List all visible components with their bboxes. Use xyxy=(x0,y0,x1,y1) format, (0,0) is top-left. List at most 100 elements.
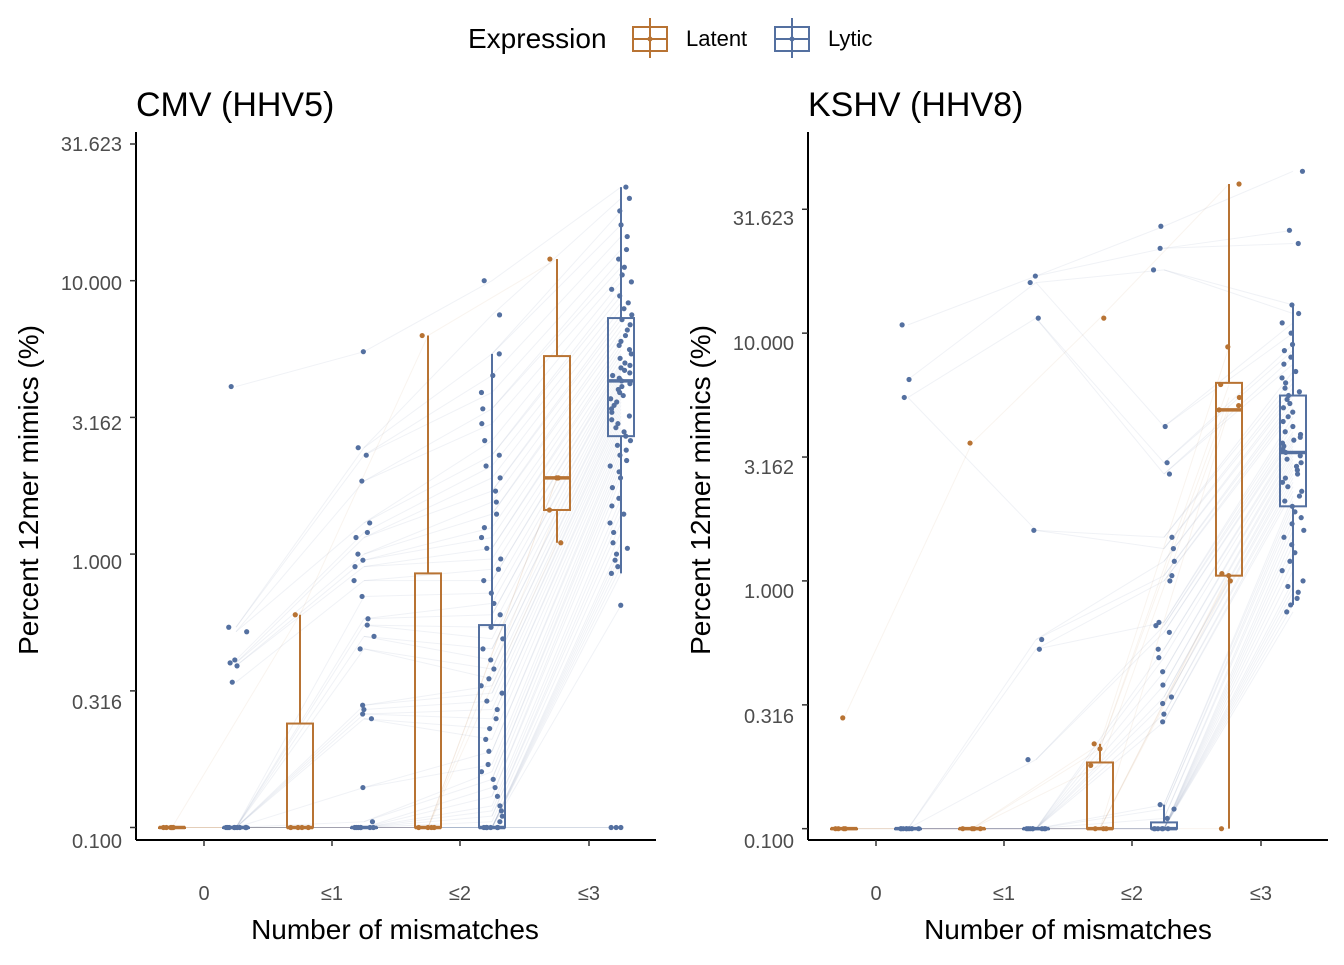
connector-line xyxy=(363,635,493,661)
connector-line xyxy=(363,624,493,628)
data-point xyxy=(495,566,502,572)
data-point xyxy=(842,826,848,832)
y-tick-label: 3.162 xyxy=(744,457,794,479)
connector-line xyxy=(363,815,493,828)
data-point xyxy=(483,736,489,742)
connector-line xyxy=(1163,434,1294,633)
data-point xyxy=(1279,320,1285,326)
connector-line xyxy=(363,568,493,582)
connector-line xyxy=(491,487,622,797)
data-point xyxy=(499,690,505,696)
data-point xyxy=(481,278,487,284)
connector-line xyxy=(235,709,365,828)
connector-line xyxy=(1035,648,1165,829)
data-point xyxy=(363,452,369,458)
connector-line xyxy=(1035,247,1165,277)
data-point xyxy=(1160,682,1166,688)
data-point xyxy=(367,520,373,526)
connector-line xyxy=(363,805,493,828)
connector-line xyxy=(235,713,365,828)
connector-line xyxy=(299,335,429,615)
data-point xyxy=(1156,619,1162,626)
connector-line xyxy=(171,614,301,828)
data-point xyxy=(1289,302,1295,308)
data-point xyxy=(355,824,361,831)
data-point xyxy=(232,657,238,663)
data-point xyxy=(1097,746,1103,752)
data-point xyxy=(169,824,175,831)
x-tick-label: ≤3 xyxy=(578,883,600,905)
data-point xyxy=(622,360,628,366)
connector-line xyxy=(1035,317,1165,475)
y-tick-label: 1.000 xyxy=(744,581,794,603)
data-point xyxy=(621,306,627,312)
data-point xyxy=(840,715,846,721)
connector-line xyxy=(491,362,622,570)
connector-line xyxy=(491,372,622,604)
y-tick-labels: 31.623 10.000 3.162 1.000 0.316 0.100 xyxy=(733,208,794,853)
data-point xyxy=(1297,453,1303,459)
data-point xyxy=(616,342,622,348)
data-point xyxy=(898,826,904,832)
data-point xyxy=(1289,521,1295,527)
data-point xyxy=(237,824,243,831)
data-point xyxy=(1157,802,1163,808)
data-point xyxy=(490,372,496,379)
data-point xyxy=(416,824,422,831)
y-tick-label: 10.000 xyxy=(61,273,122,295)
connector-line xyxy=(1035,703,1165,830)
data-point xyxy=(1032,273,1038,279)
data-point xyxy=(1281,348,1287,354)
connector-line xyxy=(363,718,493,730)
legend-key-latent-dot xyxy=(647,36,653,42)
data-point xyxy=(499,813,505,819)
connector-line xyxy=(491,380,622,628)
data-point xyxy=(1027,826,1033,832)
data-point xyxy=(484,824,490,831)
data-point xyxy=(1169,573,1175,579)
data-point xyxy=(1092,826,1098,832)
data-point xyxy=(546,507,553,513)
connector-line xyxy=(235,454,365,628)
legend-label-lytic: Lytic xyxy=(828,26,872,51)
connector-line xyxy=(363,795,493,828)
connector-line xyxy=(363,624,493,640)
box-body xyxy=(543,355,571,511)
connector-line xyxy=(491,513,622,817)
data-point xyxy=(1296,389,1302,395)
y-tick-label: 3.162 xyxy=(72,413,122,435)
y-tick-label: 0.316 xyxy=(744,706,794,728)
data-point xyxy=(1282,429,1288,435)
data-point xyxy=(419,332,425,339)
data-point xyxy=(1170,546,1176,552)
data-point xyxy=(1167,578,1173,584)
connector-line xyxy=(907,317,1037,398)
data-point xyxy=(496,312,503,318)
data-point xyxy=(355,551,361,557)
data-point xyxy=(1284,609,1290,615)
y-axis-title: Percent 12mer mimics (%) xyxy=(685,325,716,655)
data-point xyxy=(1218,826,1225,832)
data-point xyxy=(609,417,615,423)
data-point xyxy=(491,666,497,672)
connector-line xyxy=(1035,808,1165,830)
data-point xyxy=(490,776,496,782)
x-tick-label: ≤2 xyxy=(449,883,471,905)
data-point xyxy=(960,826,966,832)
data-point xyxy=(497,612,503,618)
connector-line xyxy=(1035,657,1165,829)
data-point xyxy=(1287,400,1293,407)
connector-line xyxy=(363,778,493,823)
data-point xyxy=(1151,826,1157,832)
data-point xyxy=(1283,380,1289,386)
connector-line xyxy=(1035,225,1165,277)
data-point xyxy=(1294,595,1300,601)
connector-line xyxy=(235,522,365,633)
data-point xyxy=(1160,669,1166,675)
data-point xyxy=(1162,423,1168,430)
connector-line xyxy=(491,548,622,828)
connector-line xyxy=(1163,382,1294,549)
legend-key-lytic-dot xyxy=(789,36,795,42)
connector-line xyxy=(971,748,1101,830)
data-point xyxy=(618,365,624,371)
